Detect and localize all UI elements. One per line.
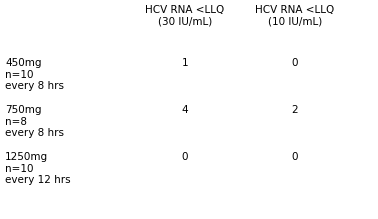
Text: HCV RNA <LLQ
(30 IU/mL): HCV RNA <LLQ (30 IU/mL) — [146, 5, 225, 26]
Text: HCV RNA <LLQ
(10 IU/mL): HCV RNA <LLQ (10 IU/mL) — [256, 5, 335, 26]
Text: 0: 0 — [182, 152, 188, 162]
Text: 2: 2 — [292, 105, 298, 115]
Text: 1250mg
n=10
every 12 hrs: 1250mg n=10 every 12 hrs — [5, 152, 71, 185]
Text: 750mg
n=8
every 8 hrs: 750mg n=8 every 8 hrs — [5, 105, 64, 138]
Text: 0: 0 — [292, 152, 298, 162]
Text: 0: 0 — [292, 58, 298, 68]
Text: 1: 1 — [182, 58, 188, 68]
Text: 4: 4 — [182, 105, 188, 115]
Text: 450mg
n=10
every 8 hrs: 450mg n=10 every 8 hrs — [5, 58, 64, 91]
